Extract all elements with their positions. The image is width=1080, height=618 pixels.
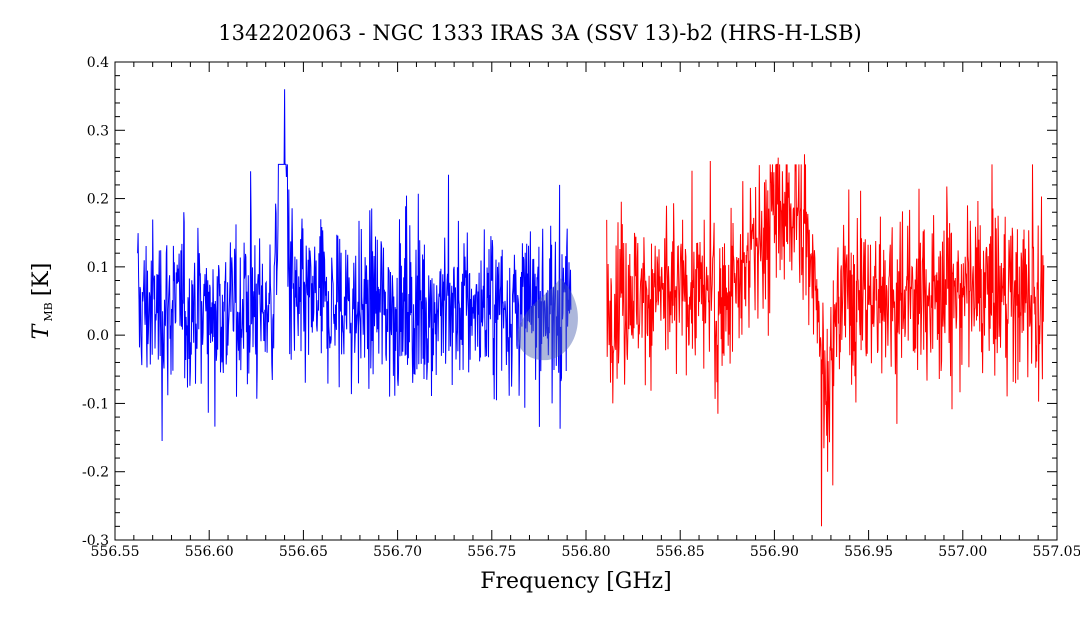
y-axis-label-main: T — [29, 322, 54, 339]
x-tick-label: 556.80 — [562, 544, 611, 560]
y-tick-label: -0.3 — [82, 533, 109, 549]
x-tick-label: 556.70 — [373, 544, 422, 560]
svg-text:TMB[K]: TMB [K] — [29, 263, 55, 340]
y-axis-label-sub: MB — [42, 302, 55, 321]
x-axis-label: Frequency [GHz] — [480, 569, 672, 594]
series-2-line — [606, 154, 1045, 527]
y-tick-label: 0.1 — [87, 260, 109, 276]
y-tick-label: 0.2 — [87, 192, 109, 208]
x-tick-label: 556.85 — [656, 544, 705, 560]
y-tick-label: -0.2 — [82, 465, 109, 481]
x-tick-label: 556.60 — [185, 544, 234, 560]
x-tick-label: 557.05 — [1033, 544, 1080, 560]
x-tick-label: 556.75 — [467, 544, 516, 560]
y-axis-label-unit: [K] — [29, 263, 54, 297]
smudge-artifact — [517, 278, 578, 361]
ticks-layer: 556.55 556.60 556.65 556.70 556.75 556.80 556.… — [82, 55, 1080, 560]
x-tick-label: 556.95 — [844, 544, 893, 560]
x-tick-label: 556.90 — [750, 544, 799, 560]
x-tick-label: 556.65 — [279, 544, 328, 560]
series-layer — [137, 89, 1045, 527]
chart-title: 1342202063 - NGC 1333 IRAS 3A (SSV 13)-b… — [218, 21, 861, 45]
x-tick-label: 557.00 — [938, 544, 987, 560]
y-tick-label: 0.0 — [87, 328, 109, 344]
x-tick-label: 556.55 — [91, 544, 140, 560]
y-axis-label: TMB [K] — [29, 263, 55, 340]
y-tick-label: 0.4 — [87, 55, 109, 71]
y-tick-label: -0.1 — [82, 396, 109, 412]
series-1-line — [137, 89, 572, 442]
y-tick-label: 0.3 — [87, 123, 109, 139]
